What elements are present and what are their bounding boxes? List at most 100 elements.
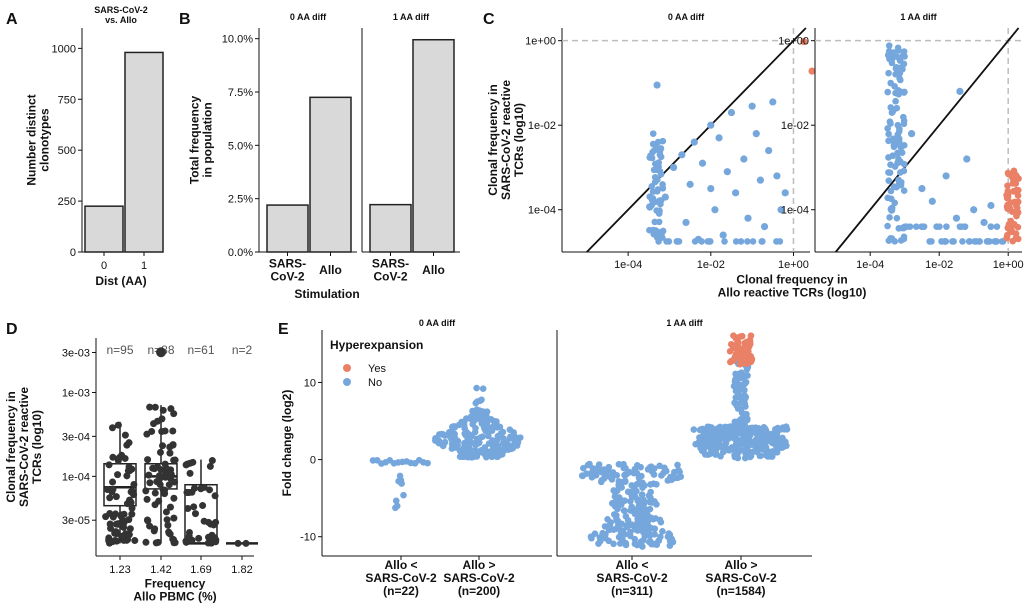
point xyxy=(779,434,786,442)
x-tick-label: 1e+00 xyxy=(778,259,809,271)
y-tick-label: 1e-02 xyxy=(781,120,809,132)
point xyxy=(458,418,465,426)
point xyxy=(461,425,469,432)
point xyxy=(711,206,719,214)
point xyxy=(889,152,896,160)
point xyxy=(734,450,741,458)
x-tick-label: 1.23 xyxy=(109,564,130,576)
point xyxy=(123,536,131,544)
point xyxy=(143,516,151,524)
point-hyperexpanded xyxy=(745,343,753,351)
point xyxy=(398,480,405,487)
point xyxy=(473,384,480,392)
point xyxy=(165,481,173,489)
point xyxy=(740,155,748,163)
point xyxy=(886,169,894,176)
point xyxy=(641,533,649,540)
y-tick-label: 1e-03 xyxy=(62,388,90,400)
point-hyperexpanded xyxy=(736,360,744,368)
point xyxy=(150,420,158,428)
point xyxy=(895,135,903,142)
point xyxy=(723,446,730,453)
point-hyperexpanded xyxy=(1004,170,1012,178)
y-tick-label: 0.0% xyxy=(228,247,253,259)
x-tick-label: Allo < SARS-CoV-2 (n=311) xyxy=(596,558,668,598)
point xyxy=(171,478,179,486)
point-hyperexpanded xyxy=(1014,192,1022,199)
point xyxy=(732,189,740,197)
point xyxy=(682,218,690,227)
point xyxy=(479,416,486,423)
point xyxy=(634,509,641,517)
point xyxy=(106,510,114,518)
point xyxy=(773,432,780,440)
point xyxy=(471,447,478,455)
point xyxy=(773,238,780,245)
point-hyperexpanded xyxy=(1003,203,1011,210)
point xyxy=(627,498,634,505)
point xyxy=(943,223,950,230)
bar xyxy=(266,204,309,253)
x-tick-label: Allo > SARS-CoV-2 (n=1584) xyxy=(705,558,777,598)
point xyxy=(612,525,620,532)
point xyxy=(440,431,447,439)
point xyxy=(690,426,698,433)
point xyxy=(646,226,653,234)
point xyxy=(884,125,891,132)
point xyxy=(454,441,461,449)
point xyxy=(605,537,613,545)
point xyxy=(906,223,914,230)
point xyxy=(615,478,623,485)
x-tick-label: 1.42 xyxy=(150,564,171,576)
point xyxy=(393,502,401,510)
y-tick-label: 1e-04 xyxy=(62,471,90,483)
point xyxy=(714,425,722,433)
point xyxy=(146,522,154,530)
point xyxy=(615,460,623,468)
point xyxy=(208,457,216,465)
point xyxy=(987,223,995,230)
x-axis-label: Dist (AA) xyxy=(95,274,146,288)
point xyxy=(897,169,904,176)
point xyxy=(891,199,899,207)
point xyxy=(896,75,903,82)
legend-label: No xyxy=(368,377,382,389)
point xyxy=(109,538,117,546)
point xyxy=(200,517,208,525)
point xyxy=(126,525,134,533)
point xyxy=(657,153,665,161)
y-tick-label: 0 xyxy=(310,455,316,467)
chart-title: SARS-CoV-2 vs. Allo xyxy=(94,5,148,25)
point xyxy=(448,436,455,443)
point xyxy=(966,238,974,245)
point xyxy=(901,223,909,230)
point xyxy=(121,431,129,439)
point xyxy=(719,430,726,437)
point xyxy=(745,452,753,459)
point xyxy=(707,185,715,193)
point xyxy=(773,437,780,445)
point-hyperexpanded xyxy=(1010,173,1018,181)
point xyxy=(121,454,129,462)
point xyxy=(642,506,650,513)
bar xyxy=(369,203,412,253)
point xyxy=(162,464,170,472)
point xyxy=(692,440,699,448)
point xyxy=(892,97,899,105)
point xyxy=(396,472,404,480)
x-axis-label: Clonal frequency in Allo reactive TCRs (l… xyxy=(718,272,867,299)
point xyxy=(900,60,908,68)
point xyxy=(435,437,443,445)
point xyxy=(884,194,891,202)
point xyxy=(653,187,661,195)
panel-label-a: A xyxy=(6,11,18,28)
point xyxy=(465,452,473,459)
point xyxy=(642,522,649,530)
x-tick-label: 1.69 xyxy=(190,564,211,576)
point xyxy=(167,470,175,478)
point xyxy=(900,48,908,55)
point xyxy=(744,214,752,222)
point xyxy=(494,432,502,440)
point xyxy=(657,171,665,178)
point xyxy=(128,465,136,473)
